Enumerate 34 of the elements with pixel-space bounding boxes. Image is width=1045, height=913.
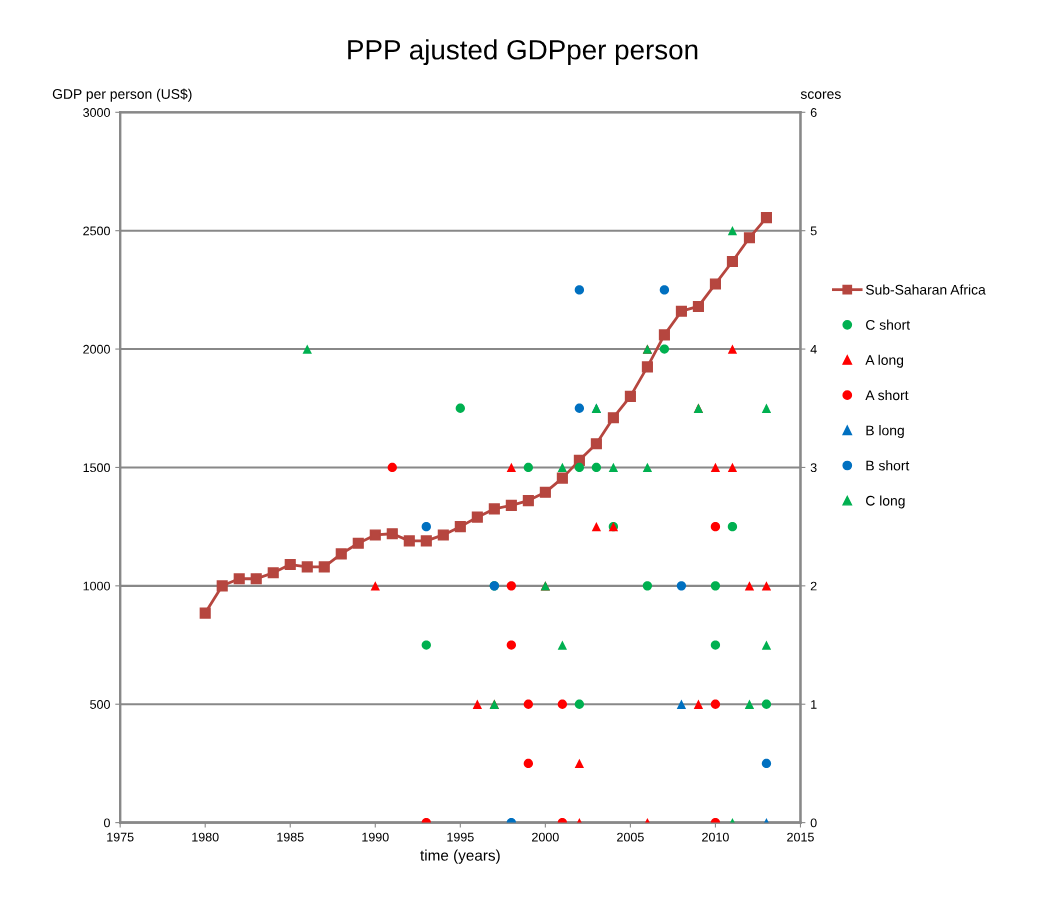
legend-label: C short [866, 319, 910, 330]
y2-tick-label: 3 [810, 463, 817, 473]
chart-title: PPP ajusted GDPper person [348, 39, 698, 66]
legend-label: A short [865, 389, 909, 401]
y2-tick-label: 4 [810, 345, 817, 354]
y2-tick-label: 6 [810, 108, 817, 117]
x-tick-label: 2010 [702, 832, 729, 842]
x-tick-label: 2005 [617, 832, 644, 842]
x-tick-label: 2000 [532, 832, 559, 842]
legend-label: B long [866, 425, 904, 439]
y2-tick-label: 2 [810, 581, 817, 591]
y-tick-label: 2500 [83, 226, 110, 236]
x-tick-label: 1985 [277, 832, 304, 842]
y2-axis-title: scores [800, 91, 841, 99]
y-tick-label: 1500 [83, 463, 110, 473]
y-axis-title: GDP per person (US$) [52, 88, 192, 102]
y-tick-label: 500 [90, 700, 110, 709]
y2-tick-label: 1 [811, 700, 817, 709]
y-tick-label: 2000 [83, 344, 110, 354]
x-tick-label: 1975 [107, 832, 134, 842]
y-tick-label: 0 [103, 818, 110, 828]
x-axis-title: time (years) [420, 849, 500, 864]
y-tick-label: 1000 [83, 581, 110, 591]
x-tick-label: 2015 [787, 832, 814, 842]
x-tick-label: 1995 [447, 832, 474, 842]
y2-tick-label: 5 [810, 226, 817, 236]
legend-label: B short [866, 460, 910, 471]
legend-label: C long [866, 495, 905, 509]
legend-label: Sub-Saharan Africa [865, 284, 986, 295]
y2-tick-label: 0 [810, 818, 817, 828]
x-tick-label: 1990 [362, 832, 389, 842]
x-tick-label: 1980 [192, 832, 219, 842]
legend-label: A long [865, 354, 904, 368]
y-tick-label: 3000 [83, 108, 110, 117]
